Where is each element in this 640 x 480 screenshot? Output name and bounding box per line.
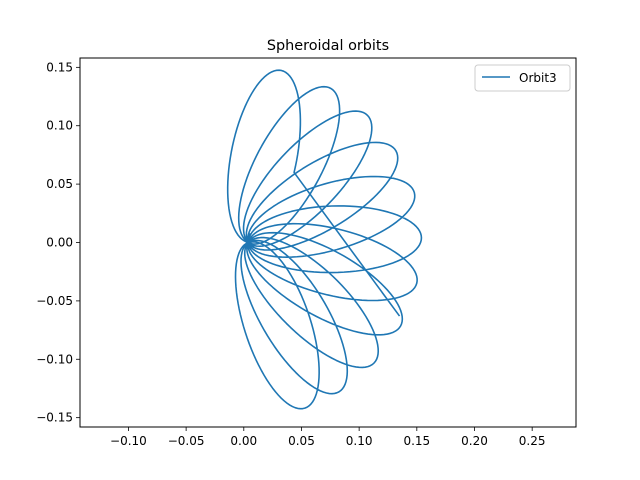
y-axis: −0.15 −0.10 −0.05 0.00 0.05 0.10 0.15 xyxy=(36,60,80,425)
orbit3-series-line xyxy=(226,69,423,410)
axes-frame xyxy=(79,57,577,428)
x-tick-label: 0.25 xyxy=(519,434,546,448)
y-tick-label: 0.15 xyxy=(46,60,73,74)
chart-title: Spheroidal orbits xyxy=(267,38,389,54)
y-tick-label: −0.10 xyxy=(36,352,73,366)
y-tick-label: 0.05 xyxy=(46,177,73,191)
legend: Orbit3 xyxy=(474,64,571,92)
x-tick-label: 0.15 xyxy=(403,434,430,448)
x-tick-label: 0.05 xyxy=(288,434,315,448)
x-axis: −0.10 −0.05 0.00 0.05 0.10 0.15 0.20 0.25 xyxy=(110,427,546,448)
y-tick-label: 0.10 xyxy=(46,119,73,133)
legend-label-orbit3: Orbit3 xyxy=(519,71,557,85)
y-tick-label: 0.00 xyxy=(46,236,73,250)
legend-box xyxy=(474,64,571,92)
plot-area xyxy=(226,69,423,410)
x-tick-label: 0.10 xyxy=(346,434,373,448)
x-tick-label: −0.05 xyxy=(168,434,205,448)
x-tick-label: 0.00 xyxy=(230,434,257,448)
x-tick-label: −0.10 xyxy=(110,434,147,448)
y-tick-label: −0.15 xyxy=(36,411,73,425)
y-tick-label: −0.05 xyxy=(36,294,73,308)
x-tick-label: 0.20 xyxy=(461,434,488,448)
